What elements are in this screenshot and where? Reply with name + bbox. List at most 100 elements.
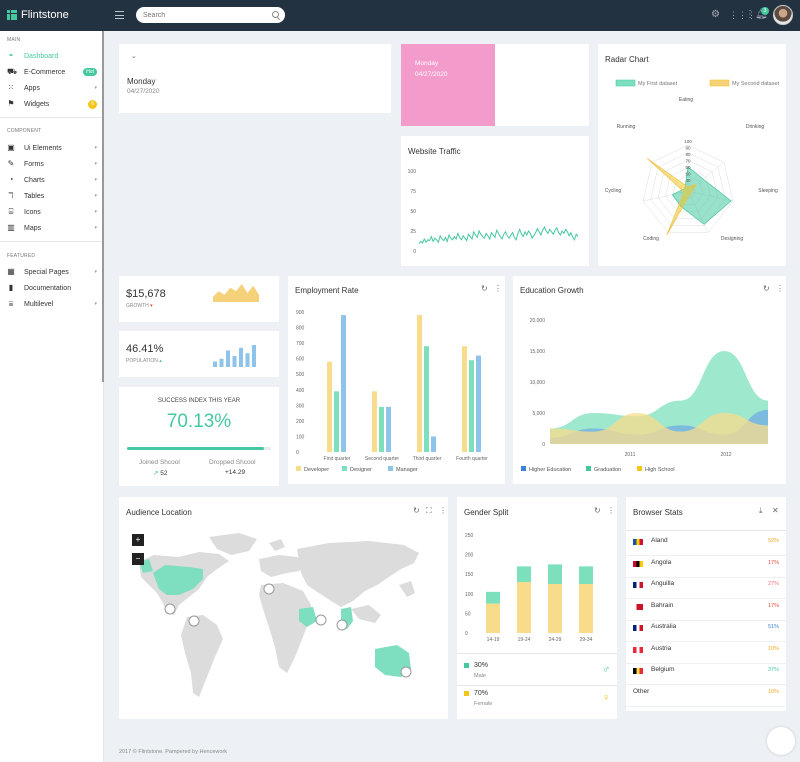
menu-toggle-icon[interactable] bbox=[115, 11, 124, 19]
success-progress-fill bbox=[127, 447, 264, 450]
gender-bar-segment bbox=[579, 584, 593, 633]
search-icon[interactable] bbox=[272, 11, 279, 18]
browser-stats-card: Browser Stats ⤓ ✕ Aland 52% Angola 17% Angui… bbox=[626, 497, 786, 711]
brand[interactable]: Flintstone bbox=[7, 9, 69, 21]
chat-fab-button[interactable] bbox=[767, 727, 795, 755]
dropped-value: +14.29 bbox=[225, 469, 246, 476]
gear-icon[interactable]: ⚙ bbox=[711, 9, 720, 20]
joined-label: Joined Shcool bbox=[139, 459, 180, 466]
employment-bar-chart: 900 800 700 600 500 400 300 200 100 0 First quarte… bbox=[296, 310, 488, 473]
pink-date: 04/27/2020 bbox=[415, 71, 448, 78]
browser-pct: 52% bbox=[767, 538, 779, 544]
x-tick-label: 29-34 bbox=[580, 637, 593, 643]
top-bar: Flintstone ⚙ ⋮⋮⋮ ⋮ 🔔︎ 3 bbox=[0, 0, 800, 31]
radar-axis-label: Coding bbox=[643, 236, 659, 242]
refresh-icon[interactable]: ↻ bbox=[594, 506, 601, 515]
joined-number: 52 bbox=[160, 470, 168, 477]
fullscreen-icon[interactable]: ⛶ bbox=[426, 506, 432, 515]
sidebar-item-ecommerce[interactable]: ⛟ E-Commerce Hot bbox=[0, 65, 102, 79]
table-row[interactable]: Angola 17% bbox=[626, 557, 786, 578]
stat-label: GROWTH ▾ bbox=[126, 303, 153, 309]
filter-icon: ⩸ bbox=[8, 299, 14, 308]
zoom-out-button[interactable]: − bbox=[132, 553, 144, 565]
sidebar-item-tables[interactable]: ℸ Tables ▾ bbox=[0, 189, 102, 203]
legend-label: My Second dataset bbox=[732, 81, 780, 87]
table-row[interactable]: Aland 52% bbox=[626, 535, 786, 556]
x-tick-label: 2012 bbox=[720, 452, 731, 458]
employment-rate-card: Employment Rate ↻ ⋮ 900 800 700 600 500 400 30… bbox=[288, 276, 505, 484]
growth-sparkline-area bbox=[213, 284, 259, 302]
zoom-in-button[interactable]: + bbox=[132, 534, 144, 546]
education-area-series bbox=[550, 413, 768, 444]
legend-label: Developer bbox=[304, 467, 329, 473]
female-pct: 70% bbox=[474, 690, 489, 697]
date-value: 04/27/2020 bbox=[127, 88, 160, 95]
sidebar: MAIN ◓ Dashboard ⛟ E-Commerce Hot ⁙ Apps ▾ ⚑ W… bbox=[0, 31, 104, 762]
table-row[interactable]: Anguilla 27% bbox=[626, 578, 786, 599]
browser-name: Australia bbox=[651, 623, 677, 630]
table-row[interactable]: Australia 51% bbox=[626, 621, 786, 642]
sidebar-item-ui-elements[interactable]: ▣ Ui Elements ▾ bbox=[0, 141, 102, 155]
more-vertical-icon[interactable]: ⋮ bbox=[607, 506, 615, 515]
browser-pct: 17% bbox=[767, 559, 779, 566]
sidebar-item-forms[interactable]: ✎ Forms ▾ bbox=[0, 157, 102, 171]
radar-tick-label: 50 bbox=[685, 172, 691, 177]
y-tick-label: 15,000 bbox=[530, 349, 546, 355]
table-row[interactable]: Other 10% bbox=[626, 686, 786, 707]
user-avatar[interactable] bbox=[773, 5, 793, 25]
more-vertical-icon[interactable]: ⋮ bbox=[776, 284, 784, 293]
chevron-down-icon[interactable]: ⌄ bbox=[131, 53, 137, 60]
map-icon: ▥ bbox=[7, 223, 15, 232]
browser-pct: 51% bbox=[767, 624, 779, 630]
pink-panel: Monday 04/27/2020 bbox=[401, 44, 495, 126]
male-label: Male bbox=[474, 673, 486, 679]
flag-icon bbox=[633, 603, 643, 610]
more-vertical-icon[interactable]: ⋮ bbox=[745, 9, 755, 20]
divider bbox=[0, 241, 102, 242]
sidebar-item-documentation[interactable]: ▮ Documentation bbox=[0, 281, 102, 295]
more-vertical-icon[interactable]: ⋮ bbox=[494, 284, 502, 293]
radar-series-polygon bbox=[671, 166, 732, 225]
card-title: Gender Split bbox=[464, 508, 509, 517]
more-vertical-icon[interactable]: ⋮ bbox=[439, 506, 447, 515]
chevron-down-icon: ▾ bbox=[94, 269, 97, 275]
chevron-down-icon: ▾ bbox=[94, 161, 97, 167]
sidebar-item-widgets[interactable]: ⚑ Widgets 6 bbox=[0, 97, 102, 111]
employment-bar bbox=[334, 391, 339, 452]
search-input[interactable] bbox=[136, 7, 285, 23]
gender-bar-segment bbox=[579, 566, 593, 584]
radar-tick-label: 80 bbox=[685, 152, 691, 157]
gender-bar-segment bbox=[486, 603, 500, 633]
section-featured-label: FEATURED bbox=[7, 253, 36, 259]
download-icon[interactable]: ⤓ bbox=[759, 506, 763, 515]
sidebar-item-maps[interactable]: ▥ Maps ▾ bbox=[0, 221, 102, 235]
bell-icon[interactable]: 🔔︎ bbox=[755, 9, 768, 20]
table-row[interactable]: Austria 10% bbox=[626, 643, 786, 664]
sidebar-item-dashboard[interactable]: ◓ Dashboard bbox=[0, 49, 102, 63]
browser-pct: 10% bbox=[767, 645, 779, 652]
arrow-up-icon: ▴ bbox=[159, 358, 162, 364]
y-tick-label: 0 bbox=[413, 249, 416, 255]
table-row[interactable]: Bahrain 17% bbox=[626, 600, 786, 621]
sidebar-item-special-pages[interactable]: ▦ Special Pages ▾ bbox=[0, 265, 102, 279]
refresh-icon[interactable]: ↻ bbox=[481, 284, 488, 293]
audience-location-card: Audience Location ↻ ⛶ ⋮ + − bbox=[119, 497, 448, 719]
sidebar-scrollbar[interactable] bbox=[102, 31, 104, 382]
sidebar-item-charts[interactable]: ◔ Charts ▾ bbox=[0, 173, 102, 187]
refresh-icon[interactable]: ↻ bbox=[413, 506, 420, 515]
chart-icon: ◔ bbox=[8, 175, 14, 184]
sidebar-item-icons[interactable]: ⌸ Icons ▾ bbox=[0, 205, 102, 219]
close-icon[interactable]: ✕ bbox=[772, 506, 779, 515]
table-row[interactable]: Belgium 37% bbox=[626, 664, 786, 685]
y-tick-label: 900 bbox=[296, 310, 305, 316]
refresh-icon[interactable]: ↻ bbox=[763, 284, 770, 293]
sidebar-item-apps[interactable]: ⁙ Apps ▾ bbox=[0, 81, 102, 95]
sidebar-item-multilevel[interactable]: ⩸ Multilevel ▾ bbox=[0, 297, 102, 311]
notification-badge: 3 bbox=[761, 7, 769, 15]
x-tick-label: Third quarter bbox=[413, 456, 442, 462]
chevron-down-icon: ▾ bbox=[94, 301, 97, 307]
world-map[interactable] bbox=[119, 497, 448, 719]
browser-pct: 10% bbox=[767, 688, 779, 695]
date-card: ⌄ Monday 04/27/2020 bbox=[119, 44, 391, 113]
apps-grid-icon[interactable]: ⋮⋮⋮ bbox=[729, 10, 756, 20]
